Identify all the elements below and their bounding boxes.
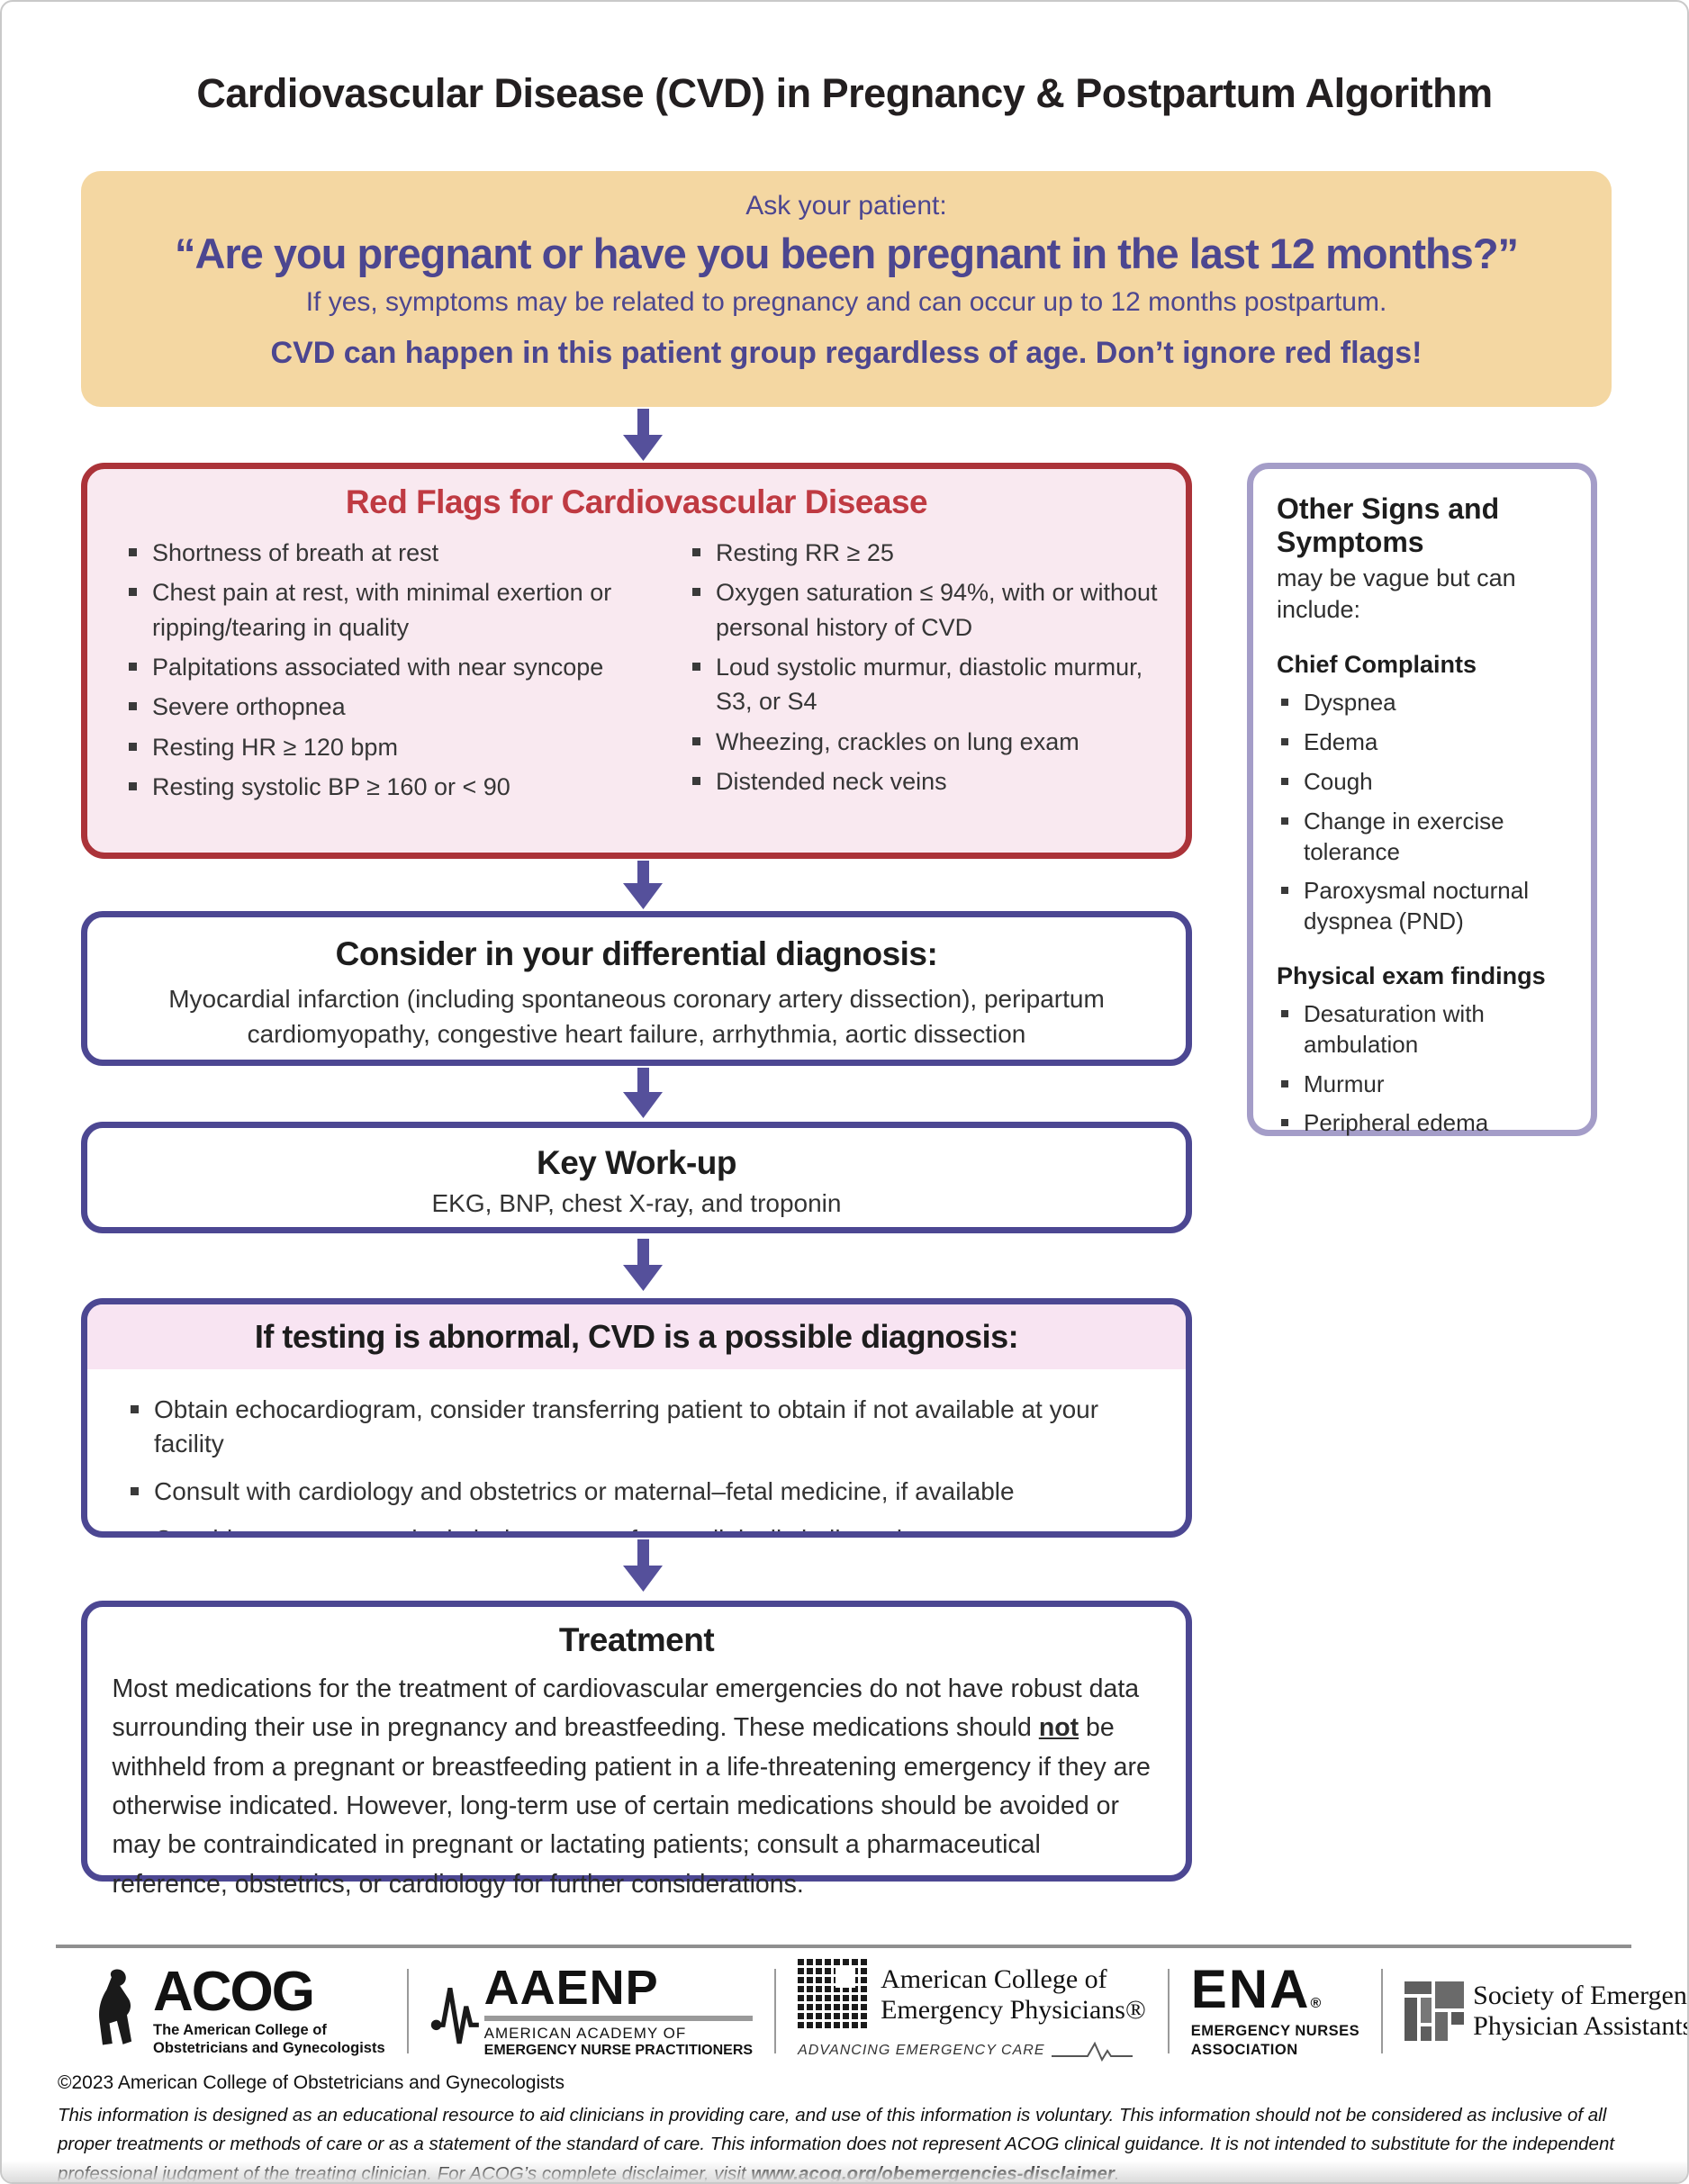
- logo-separator: [406, 1969, 409, 2053]
- key-workup-title: Key Work-up: [536, 1144, 737, 1181]
- list-item: Dyspnea: [1277, 688, 1575, 718]
- tiled-square-icon: [1404, 1981, 1465, 2041]
- acog-logo-text: ACOG The American College of Obstetricia…: [153, 1964, 385, 2058]
- ena-logo: ENA® EMERGENCY NURSES ASSOCIATION: [1191, 1963, 1359, 2059]
- aaenp-logo-text: AAENP AMERICAN ACADEMY OF EMERGENCY NURS…: [483, 1961, 754, 2058]
- list-item: Oxygen saturation ≤ 94%, with or without…: [687, 575, 1162, 645]
- abnormal-testing-list: Obtain echocardiogram, consider transfer…: [87, 1393, 1186, 1531]
- chief-complaints-title: Chief Complaints: [1277, 651, 1477, 679]
- differential-diagnosis-box: Consider in your differential diagnosis:…: [81, 911, 1192, 1066]
- chief-complaints-list: Dyspnea Edema Cough Change in exercise t…: [1277, 688, 1575, 937]
- flow-down-arrow-icon: [623, 861, 663, 909]
- treatment-body: Most medications for the treatment of ca…: [113, 1670, 1161, 1904]
- acog-subtext: The American College of Obstetricians an…: [153, 2022, 385, 2056]
- treatment-text: be withheld from a pregnant or breastfee…: [112, 1713, 1151, 1899]
- sempa-logo: Society of Emergency Medicine® Physician…: [1404, 1980, 1689, 2043]
- list-item: Consider treatment and admission or tran…: [127, 1522, 1153, 1531]
- list-item: Shortness of breath at rest: [123, 536, 664, 570]
- ena-abbr: ENA®: [1190, 1959, 1323, 2020]
- differential-body: Myocardial infarction (including spontan…: [168, 985, 1105, 1048]
- treatment-box: Treatment Most medications for the treat…: [81, 1601, 1192, 1899]
- red-flags-title: Red Flags for Cardiovascular Disease: [345, 483, 928, 520]
- physical-exam-title: Physical exam findings: [1277, 961, 1546, 989]
- list-item: Distended neck veins: [687, 764, 1162, 799]
- acep-logo: American College of Emergency Physicians…: [798, 1959, 1146, 2063]
- logo-separator: [1167, 1969, 1170, 2053]
- other-signs-title: Other Signs and Symptoms: [1277, 492, 1500, 559]
- abnormal-testing-title: If testing is abnormal, CVD is a possibl…: [254, 1318, 1019, 1355]
- flow-down-arrow-icon: [623, 409, 663, 461]
- logo-separator: [1381, 1969, 1384, 2053]
- sempa-logo-text: Society of Emergency Medicine® Physician…: [1473, 1980, 1689, 2042]
- disclaimer-url: www.acog.org/obemergencies-disclaimer: [751, 2162, 1115, 2184]
- list-item: Loud systolic murmur, diastolic murmur, …: [687, 650, 1162, 719]
- list-item: Desaturation with ambulation: [1277, 999, 1575, 1060]
- list-item: Wheezing, crackles on lung exam: [687, 725, 1162, 759]
- page-title: Cardiovascular Disease (CVD) in Pregnanc…: [196, 70, 1493, 116]
- banner-kicker: Ask your patient:: [745, 191, 947, 221]
- acog-figure-icon: [99, 1969, 132, 2045]
- flow-down-arrow-icon: [623, 1068, 663, 1118]
- abnormal-testing-box: If testing is abnormal, CVD is a possibl…: [81, 1298, 1192, 1538]
- red-flags-columns: Shortness of breath at rest Chest pain a…: [87, 521, 1186, 809]
- list-item: Palpitations associated with near syncop…: [123, 650, 664, 684]
- list-item: Resting systolic BP ≥ 160 or < 90: [123, 770, 664, 804]
- treatment-text: Most medications for the treatment of ca…: [112, 1674, 1140, 1743]
- list-item: Consult with cardiology and obstetrics o…: [127, 1475, 1153, 1509]
- aaenp-logo: AAENP AMERICAN ACADEMY OF EMERGENCY NURS…: [430, 1961, 754, 2059]
- key-workup-body: EKG, BNP, chest X-ray, and troponin: [431, 1189, 842, 1217]
- list-item: Resting RR ≥ 25: [687, 536, 1162, 570]
- other-signs-subtitle: may be vague but can include:: [1277, 564, 1516, 624]
- disclaimer-text: This information is designed as an educa…: [58, 2105, 1615, 2184]
- list-item: Murmur: [1277, 1069, 1575, 1100]
- copyright-line: ©2023 American College of Obstetricians …: [58, 2072, 565, 2093]
- list-item: Peripheral edema: [1277, 1108, 1575, 1139]
- list-item: Chest pain at rest, with minimal exertio…: [123, 575, 664, 645]
- footer-divider: [56, 1945, 1631, 1948]
- aaenp-abbr: AAENP: [483, 1963, 754, 2021]
- abnormal-testing-header: If testing is abnormal, CVD is a possibl…: [87, 1304, 1186, 1369]
- ena-logo-text: EMERGENCY NURSES ASSOCIATION: [1190, 2023, 1360, 2058]
- list-item: Cough: [1277, 767, 1575, 798]
- differential-title: Consider in your differential diagnosis:: [335, 935, 938, 972]
- list-item: Change in exercise tolerance: [1277, 807, 1575, 868]
- partner-logos-row: ACOG The American College of Obstetricia…: [81, 1959, 1687, 2063]
- ask-patient-banner: Ask your patient: “Are you pregnant or h…: [81, 171, 1612, 407]
- treatment-not-emphasis: not: [1038, 1713, 1079, 1743]
- flow-down-arrow-icon: [623, 1239, 663, 1291]
- red-flags-box: Red Flags for Cardiovascular Disease Sho…: [81, 463, 1192, 859]
- treatment-title: Treatment: [558, 1621, 715, 1658]
- list-item: Obtain echocardiogram, consider transfer…: [127, 1393, 1153, 1461]
- acog-abbr: ACOG: [153, 1961, 315, 2024]
- key-workup-box: Key Work-up EKG, BNP, chest X-ray, and t…: [81, 1122, 1192, 1233]
- acep-logo-text: American College of Emergency Physicians…: [881, 1963, 1146, 2026]
- registered-mark: ®: [1310, 1996, 1323, 2012]
- banner-question: “Are you pregnant or have you been pregn…: [174, 230, 1519, 277]
- acep-tagline: ADVANCING EMERGENCY CARE: [798, 2038, 1146, 2063]
- ekg-trace-icon: [430, 1987, 479, 2044]
- banner-warning: CVD can happen in this patient group reg…: [270, 336, 1423, 370]
- list-item: Severe orthopnea: [123, 690, 664, 724]
- logo-separator: [774, 1969, 777, 2053]
- red-flags-list-left: Shortness of breath at rest Chest pain a…: [123, 536, 664, 809]
- footer: ©2023 American College of Obstetricians …: [58, 2072, 1639, 2184]
- ekg-blip-icon: [1052, 2041, 1134, 2062]
- red-flags-list-right: Resting RR ≥ 25 Oxygen saturation ≤ 94%,…: [687, 536, 1162, 809]
- checkered-square-icon: [798, 1959, 871, 2031]
- banner-subtext: If yes, symptoms may be related to pregn…: [305, 287, 1387, 317]
- list-item: Paroxysmal nocturnal dyspnea (PND): [1277, 876, 1575, 937]
- flow-down-arrow-icon: [623, 1539, 663, 1592]
- physical-exam-list: Desaturation with ambulation Murmur Peri…: [1277, 999, 1575, 1139]
- acog-logo: ACOG The American College of Obstetricia…: [81, 1964, 385, 2058]
- list-item: Resting HR ≥ 120 bpm: [123, 730, 664, 764]
- list-item: Edema: [1277, 727, 1575, 758]
- other-signs-box: Other Signs and Symptoms may be vague bu…: [1247, 463, 1597, 1136]
